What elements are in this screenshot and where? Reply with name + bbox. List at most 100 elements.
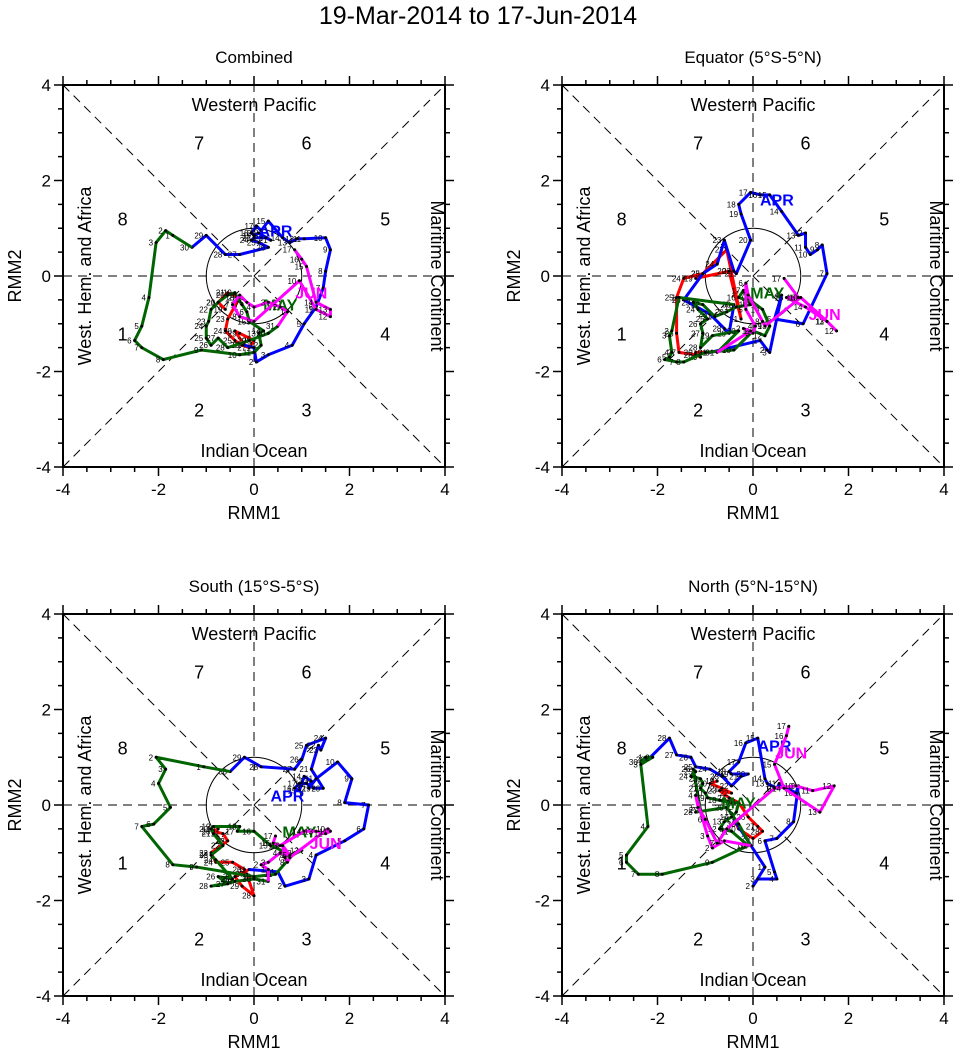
day-marker (667, 355, 671, 359)
day-marker (818, 810, 822, 814)
day-marker (737, 329, 741, 333)
day-marker (231, 860, 235, 864)
y-tick-label: 2 (42, 172, 51, 191)
day-label: 4 (664, 348, 669, 357)
trajectory-line (140, 755, 304, 888)
x-tick-label: 2 (345, 480, 354, 499)
day-marker (319, 748, 323, 752)
day-label: 25 (194, 334, 203, 343)
day-label: 9 (189, 863, 194, 872)
day-label: 10 (228, 351, 237, 360)
day-label: 10 (326, 758, 335, 767)
day-label: 4 (309, 851, 314, 860)
day-label: 6 (796, 320, 801, 329)
month-label: APR (760, 193, 794, 210)
day-label: 18 (240, 229, 249, 238)
day-label: 23 (710, 772, 719, 781)
day-label: 20 (715, 308, 724, 317)
day-marker (624, 860, 628, 864)
day-marker (343, 839, 347, 843)
day-label: 6 (275, 842, 280, 851)
day-label: 5 (297, 320, 302, 329)
day-label: 23 (242, 234, 251, 243)
day-marker (324, 832, 328, 836)
x-tick-label: 4 (939, 1009, 948, 1028)
phase-number-label: 2 (693, 401, 703, 421)
day-label: 23 (681, 298, 690, 307)
day-label: 31 (266, 322, 275, 331)
day-marker (266, 331, 270, 335)
phase-number-label: 4 (879, 324, 889, 344)
month-label: APR (259, 224, 293, 241)
y-tick-label: -2 (36, 363, 51, 382)
day-marker (763, 324, 767, 328)
x-tick-label: 2 (844, 1009, 853, 1028)
day-label: 10 (784, 782, 793, 791)
day-marker (195, 865, 199, 869)
day-label: 31 (739, 842, 748, 851)
x-tick-label: -2 (151, 480, 166, 499)
day-label: 26 (199, 341, 208, 350)
day-label: 6 (232, 291, 237, 300)
day-marker (204, 324, 208, 328)
day-label: 24 (672, 274, 681, 283)
day-label: 5 (767, 315, 772, 324)
day-marker (722, 327, 726, 331)
day-label: 12 (753, 332, 762, 341)
day-marker (720, 774, 724, 778)
day-label: 5 (738, 305, 743, 314)
day-label: 1 (743, 327, 748, 336)
day-marker (259, 343, 263, 347)
day-marker (796, 295, 800, 299)
day-label: 21 (299, 765, 308, 774)
panel-title: Combined (215, 48, 293, 67)
day-label: 6 (757, 837, 762, 846)
phase-divider-line (62, 84, 446, 468)
phase-number-label: 8 (118, 210, 128, 230)
day-label: 13 (786, 231, 795, 240)
day-label: 20 (247, 229, 256, 238)
day-label: 17 (777, 722, 786, 731)
day-marker (283, 856, 287, 860)
x-tick-label: -4 (554, 1009, 569, 1028)
day-marker (257, 231, 261, 235)
phase-number-label: 2 (194, 401, 204, 421)
day-marker (804, 305, 808, 309)
day-marker (691, 300, 695, 304)
day-label: 7 (361, 801, 366, 810)
day-label: 7 (710, 839, 715, 848)
day-label: 8 (655, 870, 660, 879)
day-label: 29 (223, 877, 232, 886)
day-label: 10 (798, 251, 807, 260)
day-label: 9 (698, 348, 703, 357)
day-label: 19 (302, 784, 311, 793)
day-label: 6 (657, 356, 662, 365)
day-marker (211, 832, 215, 836)
day-label: 5 (619, 851, 624, 860)
day-marker (808, 253, 812, 257)
day-marker (722, 820, 726, 824)
day-marker (297, 279, 301, 283)
day-marker (223, 329, 227, 333)
day-marker (245, 300, 249, 304)
y-tick-label: 2 (541, 172, 550, 191)
day-label: 6 (127, 336, 132, 345)
day-label: 26 (233, 865, 242, 874)
day-marker (799, 295, 803, 299)
day-label: 3 (633, 760, 638, 769)
day-label: 8 (156, 356, 161, 365)
day-marker (706, 834, 710, 838)
day-label: 29 (715, 803, 724, 812)
day-label: 8 (755, 317, 760, 326)
month-label: JUN (775, 745, 807, 762)
day-marker (254, 224, 258, 228)
day-label: 5 (691, 803, 696, 812)
day-marker (675, 360, 679, 364)
day-label: 20 (311, 784, 320, 793)
series-may: 1234567891011121314151617181920212223242… (619, 753, 756, 879)
day-marker (751, 836, 755, 840)
day-marker (314, 853, 318, 857)
day-label: 30 (180, 243, 189, 252)
day-label: 3 (158, 765, 163, 774)
